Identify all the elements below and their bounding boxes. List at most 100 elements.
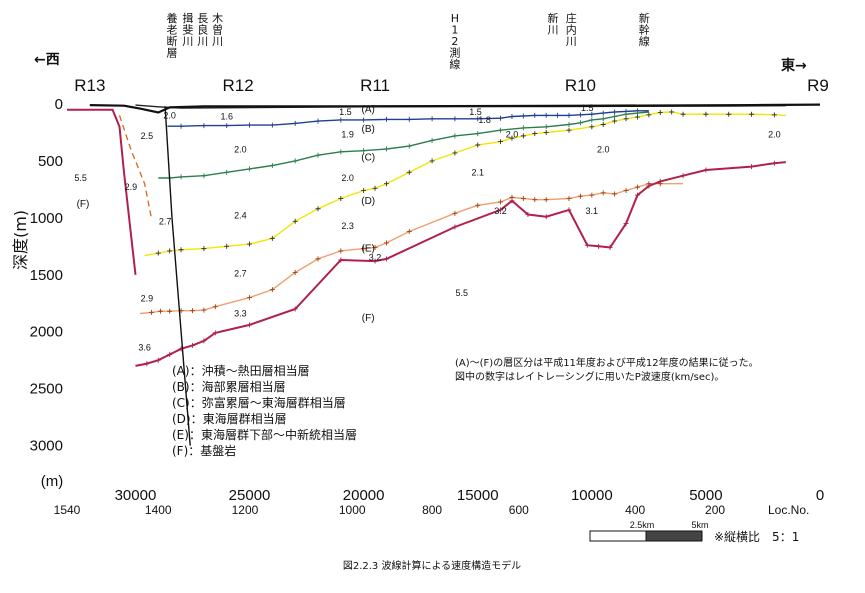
series-b-point bbox=[338, 117, 344, 123]
series-e-point bbox=[167, 308, 173, 314]
velocity-label: 2.7 bbox=[159, 216, 172, 226]
series-b-point bbox=[520, 113, 526, 119]
series-b-point bbox=[406, 116, 412, 122]
series-d-point bbox=[680, 111, 686, 117]
loc-no-tick-label: 400 bbox=[625, 503, 645, 517]
y-tick-label: 1500 bbox=[30, 267, 63, 284]
series-e-line bbox=[139, 182, 684, 315]
series-c-point bbox=[475, 131, 481, 137]
velocity-label: 1.9 bbox=[341, 130, 354, 140]
velocity-label: 2.5 bbox=[141, 131, 154, 141]
note-line: 図中の数字はレイトレーシングに用いたP波速度(km/sec)。 bbox=[455, 370, 724, 383]
scale-label-2-5km: 2.5km bbox=[630, 520, 655, 530]
velocity-label: 3.1 bbox=[586, 206, 599, 216]
loc-no-tick-label: 800 bbox=[422, 503, 442, 517]
series-c-point bbox=[292, 158, 298, 164]
series-f-point bbox=[749, 164, 755, 170]
velocity-label: 2.7 bbox=[234, 269, 247, 279]
velocity-label: 1.5 bbox=[339, 107, 352, 117]
velocity-label: 2.9 bbox=[125, 182, 138, 192]
loc-no-tick-label: 1200 bbox=[232, 503, 259, 517]
series-d-point bbox=[612, 118, 618, 124]
y-tick-label: 2500 bbox=[30, 381, 63, 398]
series-d-point bbox=[498, 139, 504, 145]
feature-label: 新川 bbox=[548, 11, 559, 37]
series-f-point bbox=[498, 207, 504, 213]
region-label: R12 bbox=[223, 76, 254, 95]
velocity-label: 3.2 bbox=[494, 206, 507, 216]
scale-bar-white bbox=[589, 530, 647, 542]
x-tick-label: 30000 bbox=[115, 487, 157, 504]
series-d-point bbox=[509, 135, 515, 141]
series-f-point bbox=[338, 257, 344, 263]
loc-no-tick-label: 1400 bbox=[145, 503, 172, 517]
direction-west-label: ←西 bbox=[34, 52, 60, 68]
series-e-point bbox=[201, 307, 207, 313]
series-d-point bbox=[566, 127, 572, 133]
velocity-label: 5.5 bbox=[74, 173, 87, 183]
feature-label: H 1 2 測線 bbox=[449, 12, 460, 71]
series-d-point bbox=[338, 196, 344, 202]
series-e-point bbox=[532, 197, 538, 203]
x-tick-label: 15000 bbox=[457, 487, 499, 504]
series-c-point bbox=[566, 121, 572, 127]
series-e-point bbox=[543, 197, 549, 203]
series-e-point bbox=[406, 229, 412, 235]
series-d-point bbox=[634, 114, 640, 120]
series-f-point bbox=[383, 256, 389, 262]
y-tick-label: 500 bbox=[38, 153, 63, 170]
series-f-point bbox=[543, 214, 549, 220]
series-b-point bbox=[178, 123, 184, 129]
series-b-point bbox=[589, 111, 595, 117]
legend-item: (B)：海部累層相当層 bbox=[172, 379, 286, 394]
series-d-point bbox=[155, 250, 161, 256]
series-e-point bbox=[315, 256, 321, 262]
layer-labels: (A) (B) (C) (D) (E) (F) (F) bbox=[77, 105, 376, 324]
series-b-point bbox=[292, 120, 298, 126]
series-d-point bbox=[224, 243, 230, 249]
series-d-point bbox=[623, 116, 629, 122]
y-axis-label: 深度(m) bbox=[11, 210, 30, 270]
velocity-label: 2.3 bbox=[341, 221, 354, 231]
velocity-label: 2.0 bbox=[234, 145, 247, 155]
series-f-point bbox=[247, 322, 253, 328]
series-b-point bbox=[224, 123, 230, 129]
feature-label: 養老断層 bbox=[166, 11, 177, 60]
series-f-point bbox=[167, 352, 173, 358]
loc-no-tick-label: 600 bbox=[509, 503, 529, 517]
loc-no-tick-label: 1000 bbox=[339, 503, 366, 517]
series-f-point bbox=[201, 338, 207, 344]
series-e-point bbox=[577, 193, 583, 199]
y-tick-label: 0 bbox=[55, 96, 63, 113]
region-label: R9 bbox=[807, 76, 829, 95]
layer-label: (F) bbox=[362, 313, 375, 324]
series-f-point bbox=[657, 178, 663, 184]
x-axis-ticks: 30000 25000 20000 15000 10000 5000 0 bbox=[115, 487, 825, 504]
layer-label: (C) bbox=[361, 153, 375, 164]
series-d-point bbox=[167, 248, 173, 254]
aspect-ratio-note: ※縦横比 5：1 bbox=[714, 530, 799, 544]
series-b-point bbox=[247, 122, 253, 128]
velocity-label: 2.0 bbox=[506, 130, 519, 140]
velocity-label: 2.9 bbox=[141, 294, 154, 304]
series-e-point bbox=[520, 196, 526, 202]
loc-no-tick-label: 1540 bbox=[54, 503, 81, 517]
scale-bar-black bbox=[645, 530, 703, 542]
series-f-point bbox=[155, 357, 161, 363]
x-tick-label: 20000 bbox=[343, 487, 385, 504]
series-d-point bbox=[703, 111, 709, 117]
series-b-point bbox=[543, 112, 549, 118]
series-b-point bbox=[452, 116, 458, 122]
velocity-label: 2.0 bbox=[768, 130, 781, 140]
series-b-point bbox=[600, 110, 606, 116]
region-label: R11 bbox=[360, 76, 390, 95]
series-e-point bbox=[190, 308, 195, 314]
series-e-point bbox=[566, 196, 572, 202]
x-tick-label: 25000 bbox=[229, 487, 271, 504]
series-b-point bbox=[475, 116, 481, 122]
series-e-point bbox=[247, 295, 253, 301]
series-f-point bbox=[212, 330, 218, 336]
series-d-point bbox=[749, 111, 755, 117]
velocity-label: 2.0 bbox=[597, 145, 610, 155]
series-f-point bbox=[703, 167, 709, 173]
